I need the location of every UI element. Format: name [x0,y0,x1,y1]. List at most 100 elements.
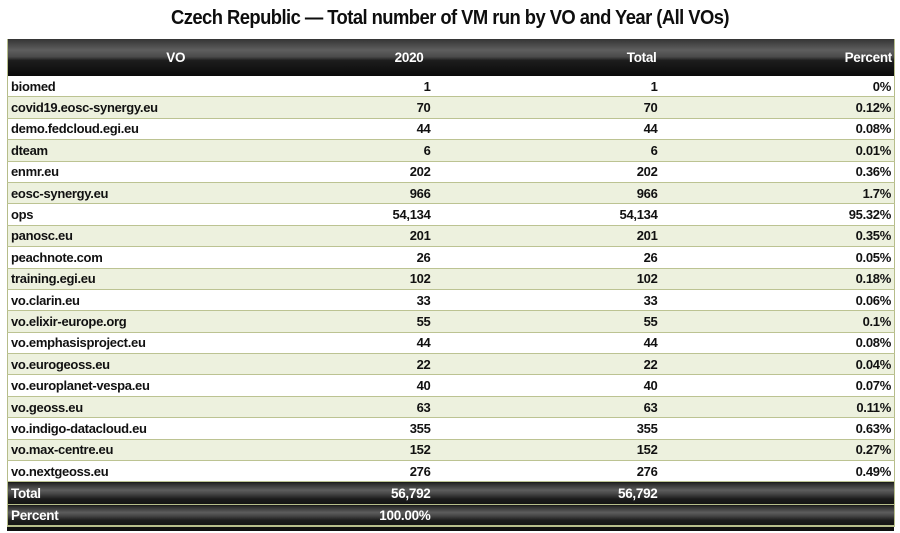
vo-total-cell: 22 [443,353,666,376]
vo-name-cell: panosc.eu [7,225,344,248]
vo-name-cell: peachnote.com [7,246,344,269]
vo-total-cell: 6 [443,139,666,162]
vo-total-cell: 70 [443,96,666,119]
vo-2020-cell: 6 [343,139,444,162]
vo-total-cell: 966 [443,182,666,205]
vo-percent-cell: 0.18% [665,268,895,290]
vo-total-cell: 202 [443,161,666,183]
vo-name-cell: dteam [7,139,344,162]
table-row: ops 54,134 54,134 95.32% [7,203,895,226]
vo-total-cell: 201 [443,225,666,248]
vo-name-cell: vo.indigo-datacloud.eu [7,417,344,440]
vo-2020-cell: 63 [343,396,444,419]
vo-total-cell: 26 [443,246,666,269]
vo-name-cell: ops [7,203,344,226]
table-row: vo.nextgeoss.eu 276 276 0.49% [7,460,895,483]
vo-name-cell: vo.max-centre.eu [7,439,344,462]
vo-percent-cell: 0.36% [665,161,895,183]
vo-name-cell: training.egi.eu [7,268,344,290]
vo-name-cell: covid19.eosc-synergy.eu [7,96,344,119]
vo-2020-cell: 70 [343,96,444,119]
vo-2020-cell: 152 [343,439,444,462]
percent-total-cell [443,504,666,528]
percent-2020-cell: 100.00% [343,504,444,528]
vo-2020-cell: 276 [343,460,444,483]
page-title: Czech Republic — Total number of VM run … [170,7,730,29]
vo-name-cell: vo.emphasisproject.eu [7,332,344,355]
vo-total-cell: 44 [443,118,666,141]
vo-percent-cell: 0% [665,76,895,98]
vo-percent-cell: 0.04% [665,353,895,376]
column-header-total: Total [443,39,666,76]
vo-vm-report-table-wrap: VO 2020 Total Percent biomed 1 1 0% covi… [7,39,895,532]
vo-total-cell: 44 [443,332,666,355]
table-row: vo.europlanet-vespa.eu 40 40 0.07% [7,374,895,397]
vo-percent-cell: 0.11% [665,396,895,419]
vo-total-cell: 355 [443,417,666,440]
vo-total-cell: 33 [443,289,666,312]
vo-name-cell: enmr.eu [7,161,344,183]
vo-percent-cell: 0.35% [665,225,895,248]
table-row: biomed 1 1 0% [7,76,895,98]
vo-2020-cell: 40 [343,374,444,397]
vo-name-cell: vo.clarin.eu [7,289,344,312]
total-row-label: Total [7,481,344,506]
vo-2020-cell: 54,134 [343,203,444,226]
vo-percent-cell: 95.32% [665,203,895,226]
vo-total-cell: 276 [443,460,666,483]
table-row: vo.eurogeoss.eu 22 22 0.04% [7,353,895,376]
vo-percent-cell: 0.12% [665,96,895,119]
vo-total-cell: 63 [443,396,666,419]
vo-2020-cell: 44 [343,118,444,141]
vo-name-cell: vo.europlanet-vespa.eu [7,374,344,397]
total-row: Total 56,792 56,792 [7,481,895,506]
table-row: vo.max-centre.eu 152 152 0.27% [7,439,895,462]
column-header-vo: VO [7,39,344,76]
vo-total-cell: 40 [443,374,666,397]
table-row: vo.emphasisproject.eu 44 44 0.08% [7,332,895,355]
vo-2020-cell: 966 [343,182,444,205]
vo-percent-cell: 0.1% [665,310,895,333]
vo-percent-cell: 0.01% [665,139,895,162]
vo-2020-cell: 202 [343,161,444,183]
vo-2020-cell: 26 [343,246,444,269]
vo-name-cell: eosc-synergy.eu [7,182,344,205]
table-row: enmr.eu 202 202 0.36% [7,161,895,183]
column-header-2020: 2020 [343,39,444,76]
vo-2020-cell: 1 [343,76,444,98]
vo-2020-cell: 55 [343,310,444,333]
table-header-row: VO 2020 Total Percent [7,39,895,76]
vo-2020-cell: 22 [343,353,444,376]
column-header-percent: Percent [665,39,895,76]
vo-percent-cell: 0.49% [665,460,895,483]
table-row: demo.fedcloud.egi.eu 44 44 0.08% [7,118,895,141]
vo-name-cell: vo.eurogeoss.eu [7,353,344,376]
table-row: dteam 6 6 0.01% [7,139,895,162]
table-row: panosc.eu 201 201 0.35% [7,225,895,248]
table-row: vo.elixir-europe.org 55 55 0.1% [7,310,895,333]
vo-percent-cell: 0.08% [665,118,895,141]
vo-percent-cell: 0.06% [665,289,895,312]
vo-percent-cell: 0.08% [665,332,895,355]
vo-percent-cell: 0.07% [665,374,895,397]
vo-percent-cell: 0.63% [665,417,895,440]
vo-total-cell: 55 [443,310,666,333]
vo-percent-cell: 0.05% [665,246,895,269]
vo-2020-cell: 33 [343,289,444,312]
vo-name-cell: vo.nextgeoss.eu [7,460,344,483]
table-row: peachnote.com 26 26 0.05% [7,246,895,269]
vo-vm-report-table: VO 2020 Total Percent biomed 1 1 0% covi… [7,39,895,528]
vo-name-cell: demo.fedcloud.egi.eu [7,118,344,141]
vo-name-cell: vo.elixir-europe.org [7,310,344,333]
percent-row: Percent 100.00% [7,504,895,528]
vo-total-cell: 152 [443,439,666,462]
table-row: eosc-synergy.eu 966 966 1.7% [7,182,895,205]
table-row: vo.geoss.eu 63 63 0.11% [7,396,895,419]
total-percent-cell [665,481,895,506]
percent-row-label: Percent [7,504,344,528]
vo-2020-cell: 201 [343,225,444,248]
vo-2020-cell: 102 [343,268,444,290]
vo-name-cell: biomed [7,76,344,98]
vo-2020-cell: 355 [343,417,444,440]
total-total-cell: 56,792 [443,481,666,506]
